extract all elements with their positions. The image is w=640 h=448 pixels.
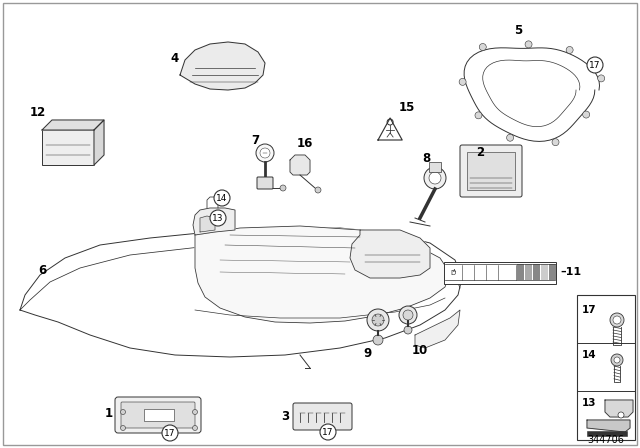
Circle shape xyxy=(120,426,125,431)
Circle shape xyxy=(429,172,441,184)
Circle shape xyxy=(315,187,321,193)
Text: 8: 8 xyxy=(422,151,430,164)
Circle shape xyxy=(610,313,624,327)
Text: 344706: 344706 xyxy=(588,435,625,445)
Circle shape xyxy=(598,75,605,82)
Text: 6: 6 xyxy=(38,263,46,276)
Circle shape xyxy=(373,335,383,345)
Circle shape xyxy=(320,424,336,440)
FancyBboxPatch shape xyxy=(549,264,556,280)
Text: A: A xyxy=(453,269,456,273)
Circle shape xyxy=(479,43,486,51)
Text: 16: 16 xyxy=(297,137,313,150)
FancyBboxPatch shape xyxy=(517,264,524,280)
Polygon shape xyxy=(350,230,430,278)
Polygon shape xyxy=(193,208,235,235)
Text: 4: 4 xyxy=(171,52,179,65)
FancyBboxPatch shape xyxy=(121,402,195,428)
Polygon shape xyxy=(605,400,633,417)
Circle shape xyxy=(162,425,178,441)
FancyBboxPatch shape xyxy=(429,162,441,172)
Circle shape xyxy=(210,210,226,226)
Circle shape xyxy=(507,134,513,141)
Polygon shape xyxy=(587,420,630,432)
Circle shape xyxy=(260,148,270,158)
Text: 14: 14 xyxy=(582,350,596,360)
Polygon shape xyxy=(464,48,600,142)
FancyBboxPatch shape xyxy=(541,264,548,280)
Circle shape xyxy=(424,167,446,189)
Circle shape xyxy=(403,310,413,320)
Polygon shape xyxy=(378,118,402,140)
Circle shape xyxy=(120,409,125,414)
Text: 13: 13 xyxy=(582,398,596,408)
Text: D: D xyxy=(451,270,456,276)
Circle shape xyxy=(475,112,482,119)
Text: 9: 9 xyxy=(364,346,372,359)
Polygon shape xyxy=(94,120,104,165)
Circle shape xyxy=(566,47,573,53)
FancyBboxPatch shape xyxy=(293,403,352,430)
FancyBboxPatch shape xyxy=(525,264,532,280)
Circle shape xyxy=(613,316,621,324)
Text: 1: 1 xyxy=(105,406,113,419)
Circle shape xyxy=(404,326,412,334)
Text: 17: 17 xyxy=(164,428,176,438)
Text: 17: 17 xyxy=(589,60,601,69)
FancyBboxPatch shape xyxy=(42,130,94,165)
Polygon shape xyxy=(290,155,310,175)
Circle shape xyxy=(372,314,384,326)
Circle shape xyxy=(582,111,589,118)
FancyBboxPatch shape xyxy=(257,177,273,189)
Text: 17: 17 xyxy=(582,305,596,315)
Circle shape xyxy=(399,306,417,324)
Circle shape xyxy=(587,57,603,73)
Text: 5: 5 xyxy=(514,23,522,36)
Text: 10: 10 xyxy=(412,344,428,357)
Text: 2: 2 xyxy=(476,146,484,159)
Circle shape xyxy=(525,41,532,48)
Polygon shape xyxy=(42,120,104,130)
Circle shape xyxy=(256,144,274,162)
Circle shape xyxy=(280,185,286,191)
Circle shape xyxy=(367,309,389,331)
Circle shape xyxy=(614,357,620,363)
Text: –11: –11 xyxy=(560,267,581,277)
Polygon shape xyxy=(200,216,215,232)
Circle shape xyxy=(618,412,624,418)
Text: 12: 12 xyxy=(30,105,46,119)
FancyBboxPatch shape xyxy=(587,431,627,436)
Polygon shape xyxy=(20,228,462,357)
FancyBboxPatch shape xyxy=(577,295,635,440)
Circle shape xyxy=(214,190,230,206)
Circle shape xyxy=(193,426,198,431)
FancyBboxPatch shape xyxy=(460,145,522,197)
FancyBboxPatch shape xyxy=(115,397,201,433)
FancyBboxPatch shape xyxy=(467,152,515,190)
Circle shape xyxy=(193,409,198,414)
Circle shape xyxy=(552,139,559,146)
Polygon shape xyxy=(415,310,460,348)
FancyBboxPatch shape xyxy=(444,262,556,284)
Text: 14: 14 xyxy=(216,194,228,202)
Circle shape xyxy=(611,354,623,366)
FancyBboxPatch shape xyxy=(144,409,174,421)
Text: 3: 3 xyxy=(281,409,289,422)
Polygon shape xyxy=(195,226,450,323)
Text: 7: 7 xyxy=(251,134,259,146)
Polygon shape xyxy=(180,42,265,90)
FancyBboxPatch shape xyxy=(533,264,540,280)
Text: 13: 13 xyxy=(212,214,224,223)
Text: 17: 17 xyxy=(323,427,333,436)
Text: 15: 15 xyxy=(399,100,415,113)
Circle shape xyxy=(459,78,466,86)
